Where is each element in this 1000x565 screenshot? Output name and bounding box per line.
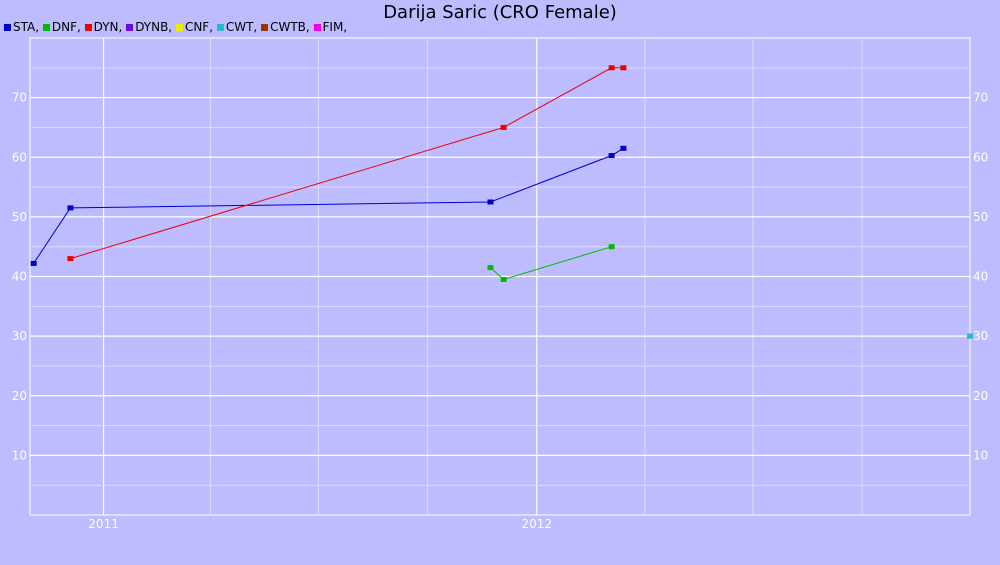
y-tick-label-left: 30 xyxy=(12,329,27,343)
legend-swatch xyxy=(84,24,92,31)
data-point-dyn xyxy=(67,256,74,262)
data-point-sta xyxy=(67,205,74,211)
legend-label: STA, xyxy=(13,20,40,34)
y-tick-label-left: 40 xyxy=(12,270,27,284)
x-tick-label: 2012 xyxy=(522,517,553,531)
y-tick-label-left: 70 xyxy=(12,91,27,105)
y-tick-label-left: 10 xyxy=(12,448,27,462)
data-point-sta xyxy=(487,199,494,205)
legend-item-dyn: DYN, xyxy=(84,20,123,34)
y-tick-label-right: 30 xyxy=(973,329,988,343)
data-point-sta xyxy=(608,153,615,158)
legend-swatch xyxy=(126,24,134,31)
y-tick-label-right: 40 xyxy=(973,270,988,284)
data-point-sta xyxy=(30,260,37,266)
legend-swatch xyxy=(216,24,224,31)
series-line-dnf xyxy=(490,246,612,281)
legend-item-sta: STA, xyxy=(4,20,39,34)
y-tick-label-right: 20 xyxy=(973,389,988,403)
legend-label: DYN, xyxy=(93,20,123,34)
y-tick-label-right: 60 xyxy=(973,150,988,164)
legend-label: CWT, xyxy=(225,20,258,34)
legend-item-cwt: CWT, xyxy=(216,20,258,34)
data-point-dnf xyxy=(608,244,615,250)
legend-label: CNF, xyxy=(184,20,214,34)
legend-item-dnf: DNF, xyxy=(42,20,81,34)
y-tick-label-right: 70 xyxy=(973,91,988,105)
data-point-cwt xyxy=(967,333,973,339)
y-tick-label-left: 20 xyxy=(12,389,27,403)
legend-swatch xyxy=(42,24,50,31)
chart-title: Darija Saric (CRO Female) xyxy=(383,2,617,23)
data-point-dnf xyxy=(500,277,507,282)
legend-item-fim: FIM, xyxy=(313,20,348,34)
legend-item-dynb: DYNB, xyxy=(126,20,172,34)
legend-swatch xyxy=(4,24,11,31)
legend-label: DYNB, xyxy=(135,20,173,34)
series-line-sta xyxy=(33,147,624,264)
data-point-dnf xyxy=(487,265,494,271)
legend-label: DNF, xyxy=(51,20,81,34)
legend-item-cnf: CNF, xyxy=(175,20,214,34)
legend-item-cwtb: CWTB, xyxy=(261,20,310,34)
y-tick-label-right: 10 xyxy=(973,448,988,462)
y-tick-label-right: 50 xyxy=(973,210,988,224)
legend-swatch xyxy=(175,24,183,31)
legend: STA, DNF, DYN, DYNB, CNF, CWT, CWTB, FIM… xyxy=(4,20,347,34)
data-point-dyn xyxy=(620,65,627,71)
y-tick-label-left: 60 xyxy=(12,150,27,164)
legend-swatch xyxy=(261,24,269,31)
data-point-sta xyxy=(620,145,627,151)
y-tick-label-left: 50 xyxy=(12,210,27,224)
legend-label: FIM, xyxy=(322,20,348,34)
legend-label: CWTB, xyxy=(270,20,310,34)
x-tick-label: 2011 xyxy=(88,517,119,531)
series-line-dyn xyxy=(70,67,624,260)
legend-swatch xyxy=(313,24,321,31)
data-point-dyn xyxy=(500,124,507,130)
data-point-dyn xyxy=(608,65,615,71)
